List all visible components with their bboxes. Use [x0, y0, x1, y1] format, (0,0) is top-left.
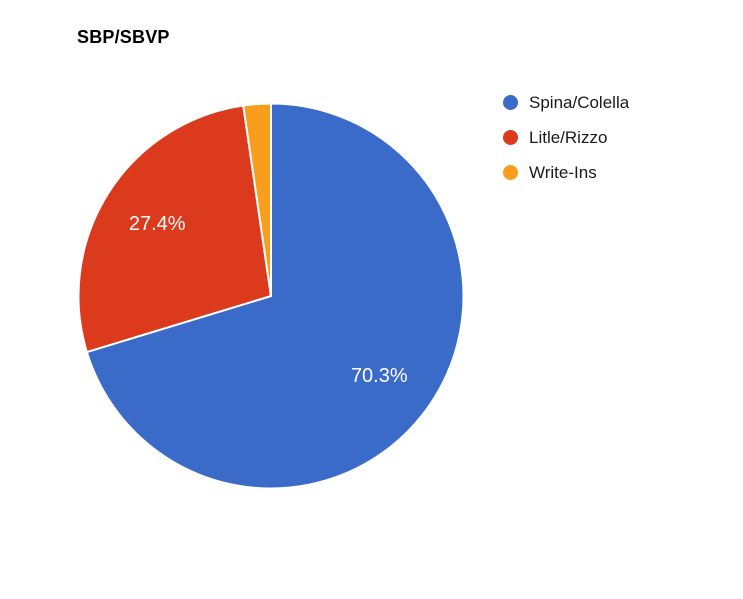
chart-title: SBP/SBVP — [77, 27, 170, 47]
slice-label-1: 70.3% — [351, 365, 408, 387]
legend-item-2: Litle/Rizzo — [503, 120, 629, 155]
legend-label: Litle/Rizzo — [529, 127, 608, 147]
pie-slice-2 — [77, 104, 272, 354]
legend-color-dot-icon — [503, 165, 518, 180]
pie-chart: 70.3% 27.4% — [77, 102, 465, 490]
slice-label-2: 27.4% — [129, 213, 186, 235]
pie-slice-1 — [85, 102, 465, 490]
legend-item-3: Write-Ins — [503, 155, 629, 190]
pie-slice-3 — [242, 102, 272, 297]
legend-label: Spina/Colella — [529, 92, 630, 112]
legend-color-dot-icon — [503, 130, 518, 145]
legend-color-dot-icon — [503, 95, 518, 110]
chart-legend: Spina/Colella Litle/Rizzo Write-Ins — [503, 85, 629, 190]
legend-label: Write-Ins — [529, 162, 597, 182]
legend-item-1: Spina/Colella — [503, 85, 629, 120]
